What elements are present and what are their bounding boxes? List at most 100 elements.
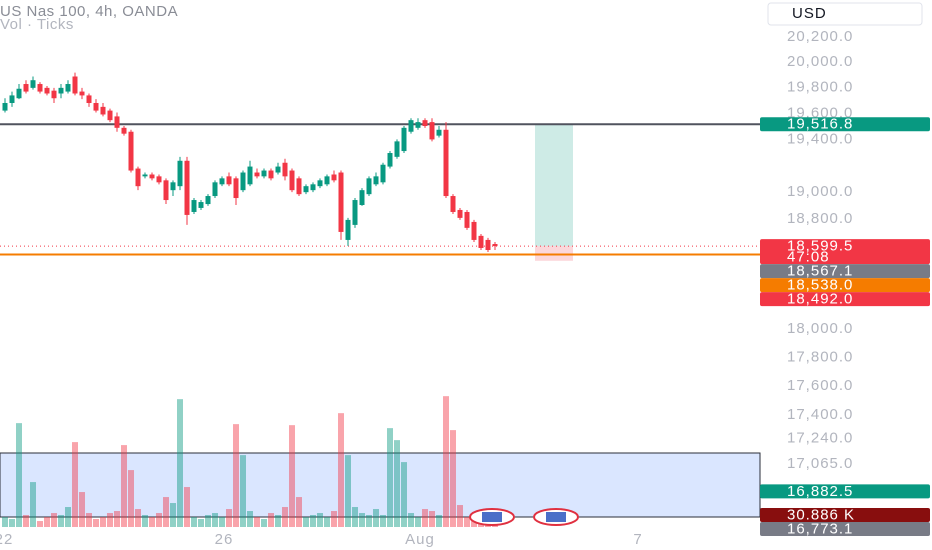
volume-bar — [450, 430, 456, 527]
volume-bar — [380, 515, 386, 527]
candle-body — [184, 160, 190, 215]
volume-bar — [51, 513, 57, 527]
y-tick-label: 19,800.0 — [787, 79, 853, 96]
volume-bar — [296, 497, 302, 527]
volume-bar — [86, 513, 92, 527]
volume-bar — [107, 513, 113, 527]
candle-body — [37, 84, 43, 92]
volume-bar — [457, 505, 463, 527]
volume-bar — [289, 425, 295, 527]
candle-body — [2, 102, 8, 111]
price-tag — [760, 117, 930, 132]
volume-bar — [142, 515, 148, 527]
price-tag-label: 18,538.0 — [787, 277, 853, 294]
event-icons — [469, 508, 579, 526]
candle-body — [170, 182, 176, 191]
volume-bar — [331, 511, 337, 527]
price-tag-label: 19,516.8 — [787, 116, 853, 133]
candle-body — [310, 184, 316, 191]
candle-body — [58, 87, 64, 94]
candle-body — [450, 196, 456, 212]
volume-bar — [422, 509, 428, 527]
candle-body — [128, 131, 134, 171]
candle-body — [296, 178, 302, 195]
volume-bar — [324, 517, 330, 527]
volume-bar — [247, 511, 253, 527]
volume-bar — [394, 440, 400, 527]
volume-bar — [226, 509, 232, 527]
chart-title: US Nas 100, 4h, OANDA — [0, 3, 178, 20]
price-tag-label: 16,882.5 — [787, 483, 853, 500]
candle-body — [86, 95, 92, 103]
candle-body — [373, 176, 379, 185]
price-tag — [760, 522, 930, 537]
volume-bar — [387, 428, 393, 527]
y-tick-label: 17,600.0 — [787, 377, 853, 394]
volume-bar — [366, 515, 372, 527]
event-flag-icon — [482, 512, 502, 522]
volume-bar — [2, 517, 8, 527]
candle-body — [156, 176, 162, 183]
currency-button[interactable] — [767, 2, 923, 26]
volume-bar — [100, 517, 106, 527]
y-tick-label: 19,400.0 — [787, 130, 853, 147]
price-tag — [760, 292, 930, 307]
candle-body — [212, 182, 218, 197]
price-tag — [760, 508, 930, 523]
volume-bar — [149, 517, 155, 527]
candle-body — [478, 235, 484, 248]
candle-body — [142, 174, 148, 177]
event-flag-icon — [546, 512, 566, 522]
candle-body — [177, 160, 183, 187]
volume-bar — [233, 424, 239, 527]
candle-body — [240, 172, 246, 191]
candle-body — [436, 129, 442, 136]
candle-body — [247, 166, 253, 185]
candle-body — [163, 180, 169, 201]
candle-body — [394, 141, 400, 157]
volume-bar — [205, 515, 211, 527]
volume-bar — [373, 509, 379, 527]
candle-body — [107, 110, 113, 121]
volume-bar — [268, 513, 274, 527]
volume-bar — [338, 413, 344, 527]
y-tick-label: 18,800.0 — [787, 210, 853, 227]
candle-body — [65, 84, 71, 92]
indicator-label: Vol · Ticks — [0, 16, 74, 33]
volume-bar — [429, 511, 435, 527]
candle-body — [471, 221, 477, 240]
y-tick-label: 17,800.0 — [787, 348, 853, 365]
volume-bar — [30, 482, 36, 527]
candle-body — [233, 178, 239, 199]
y-tick-label: 20,200.0 — [787, 28, 853, 45]
volume-bar — [23, 515, 29, 527]
volume-bar — [44, 517, 50, 527]
volume-bar — [275, 515, 281, 527]
candle-body — [51, 90, 57, 99]
volume-bar — [254, 517, 260, 527]
candle-body — [422, 120, 428, 127]
candle-body — [16, 88, 22, 99]
price-tag-label: 18,599.5 — [787, 238, 853, 255]
candle-body — [9, 95, 15, 103]
volume-bar — [345, 455, 351, 527]
x-tick-label: 7 — [633, 531, 642, 548]
volume-bar — [16, 423, 22, 527]
candle-body — [93, 102, 99, 111]
candle-body — [219, 178, 225, 185]
volume-bar — [121, 445, 127, 527]
candle-body — [114, 116, 120, 128]
volume-bar — [303, 517, 309, 527]
volume-bar — [415, 517, 421, 527]
volume-bar — [471, 519, 477, 527]
price-tag — [760, 484, 930, 499]
candle-body — [303, 186, 309, 193]
volume-profile-box — [0, 452, 761, 518]
volume-bar — [352, 507, 358, 527]
volume-bar — [219, 517, 225, 527]
candle-body — [401, 127, 407, 152]
candle-body — [324, 176, 330, 185]
candle-body — [380, 164, 386, 183]
candle-body — [408, 120, 414, 132]
candle-body — [387, 153, 393, 167]
